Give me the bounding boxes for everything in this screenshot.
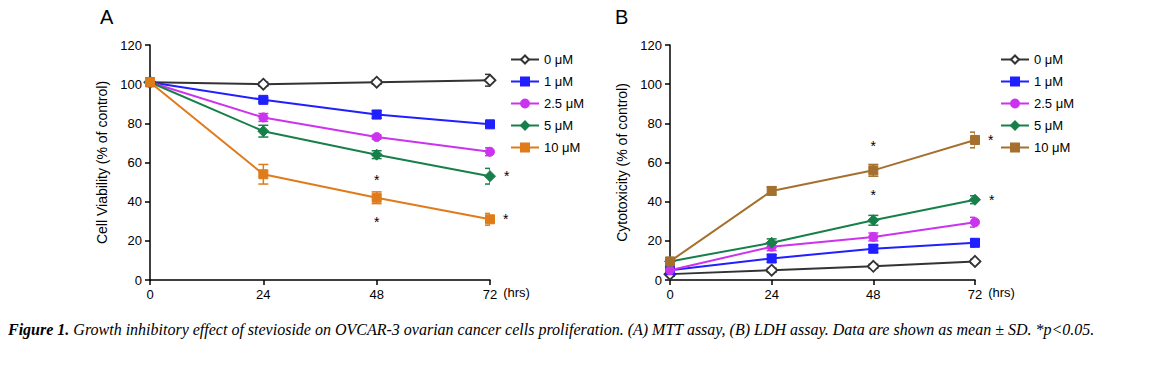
svg-text:120: 120	[120, 38, 142, 53]
svg-text:20: 20	[128, 233, 142, 248]
svg-text:0: 0	[146, 287, 153, 302]
svg-text:*: *	[503, 211, 509, 227]
svg-text:(hrs): (hrs)	[988, 285, 1015, 300]
svg-text:*: *	[504, 168, 510, 184]
svg-text:*: *	[989, 192, 995, 208]
svg-text:10 μM: 10 μM	[1034, 140, 1070, 155]
svg-text:100: 100	[640, 77, 662, 92]
svg-text:20: 20	[648, 233, 662, 248]
svg-text:5 μM: 5 μM	[544, 118, 573, 133]
svg-text:Cytotoxicity (% of control): Cytotoxicity (% of control)	[614, 83, 630, 242]
svg-text:120: 120	[640, 38, 662, 53]
svg-text:0: 0	[666, 287, 673, 302]
svg-text:*: *	[871, 138, 877, 154]
svg-text:72: 72	[968, 287, 982, 302]
svg-text:2.5 μM: 2.5 μM	[1034, 96, 1074, 111]
svg-text:*: *	[871, 187, 877, 203]
svg-text:Cell Viability (% of control): Cell Viability (% of control)	[94, 81, 110, 244]
svg-text:48: 48	[866, 287, 880, 302]
svg-text:100: 100	[120, 77, 142, 92]
svg-text:0 μM: 0 μM	[544, 52, 573, 67]
svg-text:A: A	[100, 6, 114, 28]
svg-text:1 μM: 1 μM	[544, 74, 573, 89]
svg-text:0 μM: 0 μM	[1034, 52, 1063, 67]
svg-text:10 μM: 10 μM	[544, 140, 580, 155]
svg-text:80: 80	[648, 116, 662, 131]
html-text:Figure 1. Growth inhibitory ef: Figure 1. Growth inhibitory effect of st…	[8, 321, 1095, 338]
svg-text:60: 60	[648, 155, 662, 170]
svg-text:5 μM: 5 μM	[1034, 118, 1063, 133]
svg-text:72: 72	[483, 287, 497, 302]
svg-text:80: 80	[128, 116, 142, 131]
svg-text:1 μM: 1 μM	[1034, 74, 1063, 89]
svg-text:2.5 μM: 2.5 μM	[544, 96, 584, 111]
svg-text:24: 24	[256, 287, 270, 302]
svg-text:(hrs): (hrs)	[503, 285, 530, 300]
svg-text:*: *	[374, 214, 380, 230]
svg-text:0: 0	[655, 273, 662, 288]
svg-text:60: 60	[128, 155, 142, 170]
svg-text:48: 48	[369, 287, 383, 302]
svg-text:40: 40	[128, 194, 142, 209]
svg-text:*: *	[988, 132, 994, 148]
svg-text:*: *	[374, 172, 380, 188]
svg-text:0: 0	[135, 273, 142, 288]
svg-text:24: 24	[764, 287, 778, 302]
svg-text:40: 40	[648, 194, 662, 209]
svg-text:B: B	[615, 6, 628, 28]
